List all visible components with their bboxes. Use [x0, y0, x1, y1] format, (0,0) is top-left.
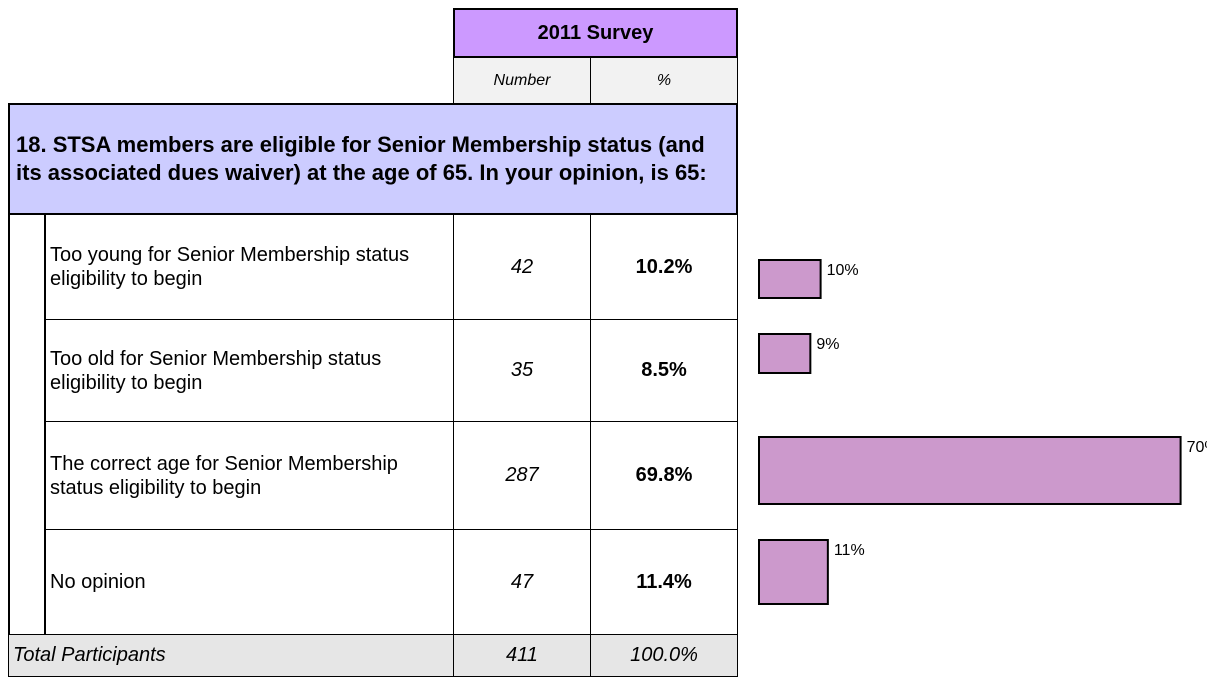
row-label: Too young for Senior Membership status e…	[45, 214, 454, 320]
bar-label: 70%	[1187, 439, 1207, 456]
row-label: The correct age for Senior Membership st…	[45, 421, 454, 530]
bar-label: 10%	[827, 262, 859, 279]
column-header: %	[590, 57, 738, 104]
total-label: Total Participants	[8, 634, 454, 677]
total-percent: 100.0%	[590, 634, 738, 677]
row-label: Too old for Senior Membership status eli…	[45, 319, 454, 422]
bar	[758, 539, 829, 605]
bar	[758, 436, 1182, 505]
survey-header: 2011 Survey	[453, 8, 738, 58]
bar	[758, 333, 812, 374]
bar-label: 11%	[834, 542, 865, 559]
bar-label: 9%	[816, 336, 839, 353]
bar	[758, 259, 822, 299]
total-number: 411	[453, 634, 591, 677]
